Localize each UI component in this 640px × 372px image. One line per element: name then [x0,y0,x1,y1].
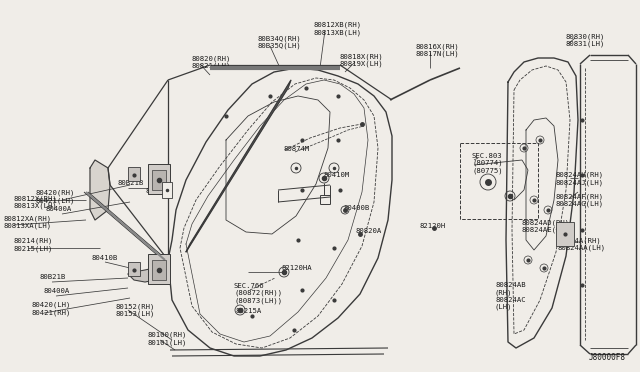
Text: 80214(RH)
80215(LH): 80214(RH) 80215(LH) [14,238,53,252]
Polygon shape [128,265,162,282]
Text: 80410B: 80410B [92,255,118,261]
Bar [152,170,166,190]
Text: 80824AF(RH)
80824AG(LH): 80824AF(RH) 80824AG(LH) [555,193,603,207]
Text: SEC.766
(80872(RH))
(80873(LH)): SEC.766 (80872(RH)) (80873(LH)) [234,283,282,304]
Polygon shape [506,58,578,348]
Text: 80420(LH)
80421(RH): 80420(LH) 80421(RH) [32,302,72,316]
Bar [148,254,170,284]
Text: 80101C: 80101C [146,188,172,194]
Text: 80420(RH)
80421(LH): 80420(RH) 80421(LH) [36,190,76,204]
Text: 80812XB(RH)
80813XB(LH): 80812XB(RH) 80813XB(LH) [314,22,362,36]
Text: 80B21B: 80B21B [40,274,67,280]
Text: 80824AH(RH)
80824AJ(LH): 80824AH(RH) 80824AJ(LH) [556,172,604,186]
Text: 80B34Q(RH)
80B35Q(LH): 80B34Q(RH) 80B35Q(LH) [257,35,301,49]
Text: 80812X(RH)
80813X(LH): 80812X(RH) 80813X(LH) [14,195,58,209]
Text: 80816X(RH)
80817N(LH): 80816X(RH) 80817N(LH) [416,43,460,57]
Bar [128,262,140,276]
Text: 80152(RH)
80153(LH): 80152(RH) 80153(LH) [116,303,156,317]
Text: 80400A: 80400A [46,206,72,212]
Bar [152,260,166,280]
Text: 80820A: 80820A [356,228,382,234]
Polygon shape [168,68,392,356]
Text: 80824AB
(RH)
80824AC
(LH): 80824AB (RH) 80824AC (LH) [495,282,525,310]
Bar [556,222,574,246]
Text: 80820(RH)
80821(LH): 80820(RH) 80821(LH) [192,55,232,69]
Polygon shape [186,80,291,252]
Polygon shape [90,160,110,220]
Text: 80100(RH)
80101(LH): 80100(RH) 80101(LH) [148,332,188,346]
Text: 80824AD(RH)
80824AE(LH): 80824AD(RH) 80824AE(LH) [522,219,570,233]
Bar [162,182,172,198]
Bar [148,164,170,194]
Text: 80400A: 80400A [44,288,70,294]
Text: 80B24A(RH)
80B24AA(LH): 80B24A(RH) 80B24AA(LH) [558,237,606,251]
Text: J80000F8: J80000F8 [589,353,626,362]
Text: 80874M: 80874M [283,146,309,152]
Text: 82120HA: 82120HA [282,265,312,271]
Text: SEC.803
(80774)
(80775): SEC.803 (80774) (80775) [472,153,502,174]
Text: 80B21B: 80B21B [118,180,144,186]
Text: 80830(RH)
80831(LH): 80830(RH) 80831(LH) [566,33,605,47]
Text: 80818X(RH)
80819X(LH): 80818X(RH) 80819X(LH) [340,53,384,67]
Text: 80400B: 80400B [344,205,371,211]
Text: 80215A: 80215A [236,308,262,314]
Bar [128,167,140,181]
Text: 82120H: 82120H [420,223,446,229]
Text: 80812XA(RH)
80813XA(LH): 80812XA(RH) 80813XA(LH) [4,215,52,229]
Text: 80410M: 80410M [324,172,350,178]
